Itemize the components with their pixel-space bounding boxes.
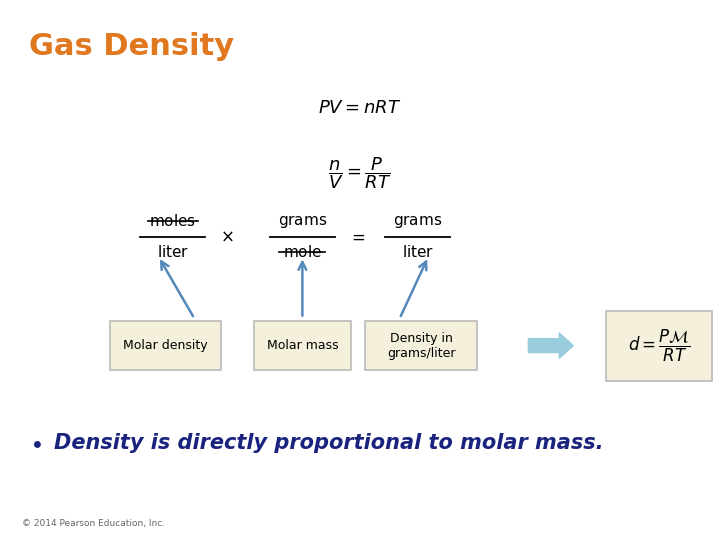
FancyBboxPatch shape <box>606 310 712 381</box>
Text: $\mathregular{liter}$: $\mathregular{liter}$ <box>402 244 433 260</box>
Text: $=$: $=$ <box>348 227 365 246</box>
Text: $\mathregular{grams}$: $\mathregular{grams}$ <box>393 213 442 230</box>
Text: Density is directly proportional to molar mass.: Density is directly proportional to mola… <box>54 433 603 453</box>
Text: $\times$: $\times$ <box>220 227 233 246</box>
Text: $\mathregular{moles}$: $\mathregular{moles}$ <box>149 213 197 230</box>
FancyArrowPatch shape <box>528 333 573 358</box>
Text: $d = \dfrac{P\mathcal{M}}{RT}$: $d = \dfrac{P\mathcal{M}}{RT}$ <box>628 327 690 364</box>
FancyBboxPatch shape <box>365 321 477 370</box>
Text: $\dfrac{n}{V} = \dfrac{P}{RT}$: $\dfrac{n}{V} = \dfrac{P}{RT}$ <box>328 155 392 191</box>
Text: $\mathregular{mole}$: $\mathregular{mole}$ <box>283 244 322 260</box>
Text: $\bullet$: $\bullet$ <box>29 431 42 455</box>
Text: © 2014 Pearson Education, Inc.: © 2014 Pearson Education, Inc. <box>22 519 165 528</box>
FancyBboxPatch shape <box>109 321 222 370</box>
Text: Molar density: Molar density <box>123 339 208 352</box>
FancyBboxPatch shape <box>253 321 351 370</box>
Text: Density in
grams/liter: Density in grams/liter <box>387 332 456 360</box>
Text: $\mathregular{liter}$: $\mathregular{liter}$ <box>157 244 189 260</box>
Text: Gas Density: Gas Density <box>29 32 234 62</box>
Text: $\mathregular{grams}$: $\mathregular{grams}$ <box>278 213 327 230</box>
Text: Molar mass: Molar mass <box>266 339 338 352</box>
Text: $PV = nRT$: $PV = nRT$ <box>318 99 402 117</box>
